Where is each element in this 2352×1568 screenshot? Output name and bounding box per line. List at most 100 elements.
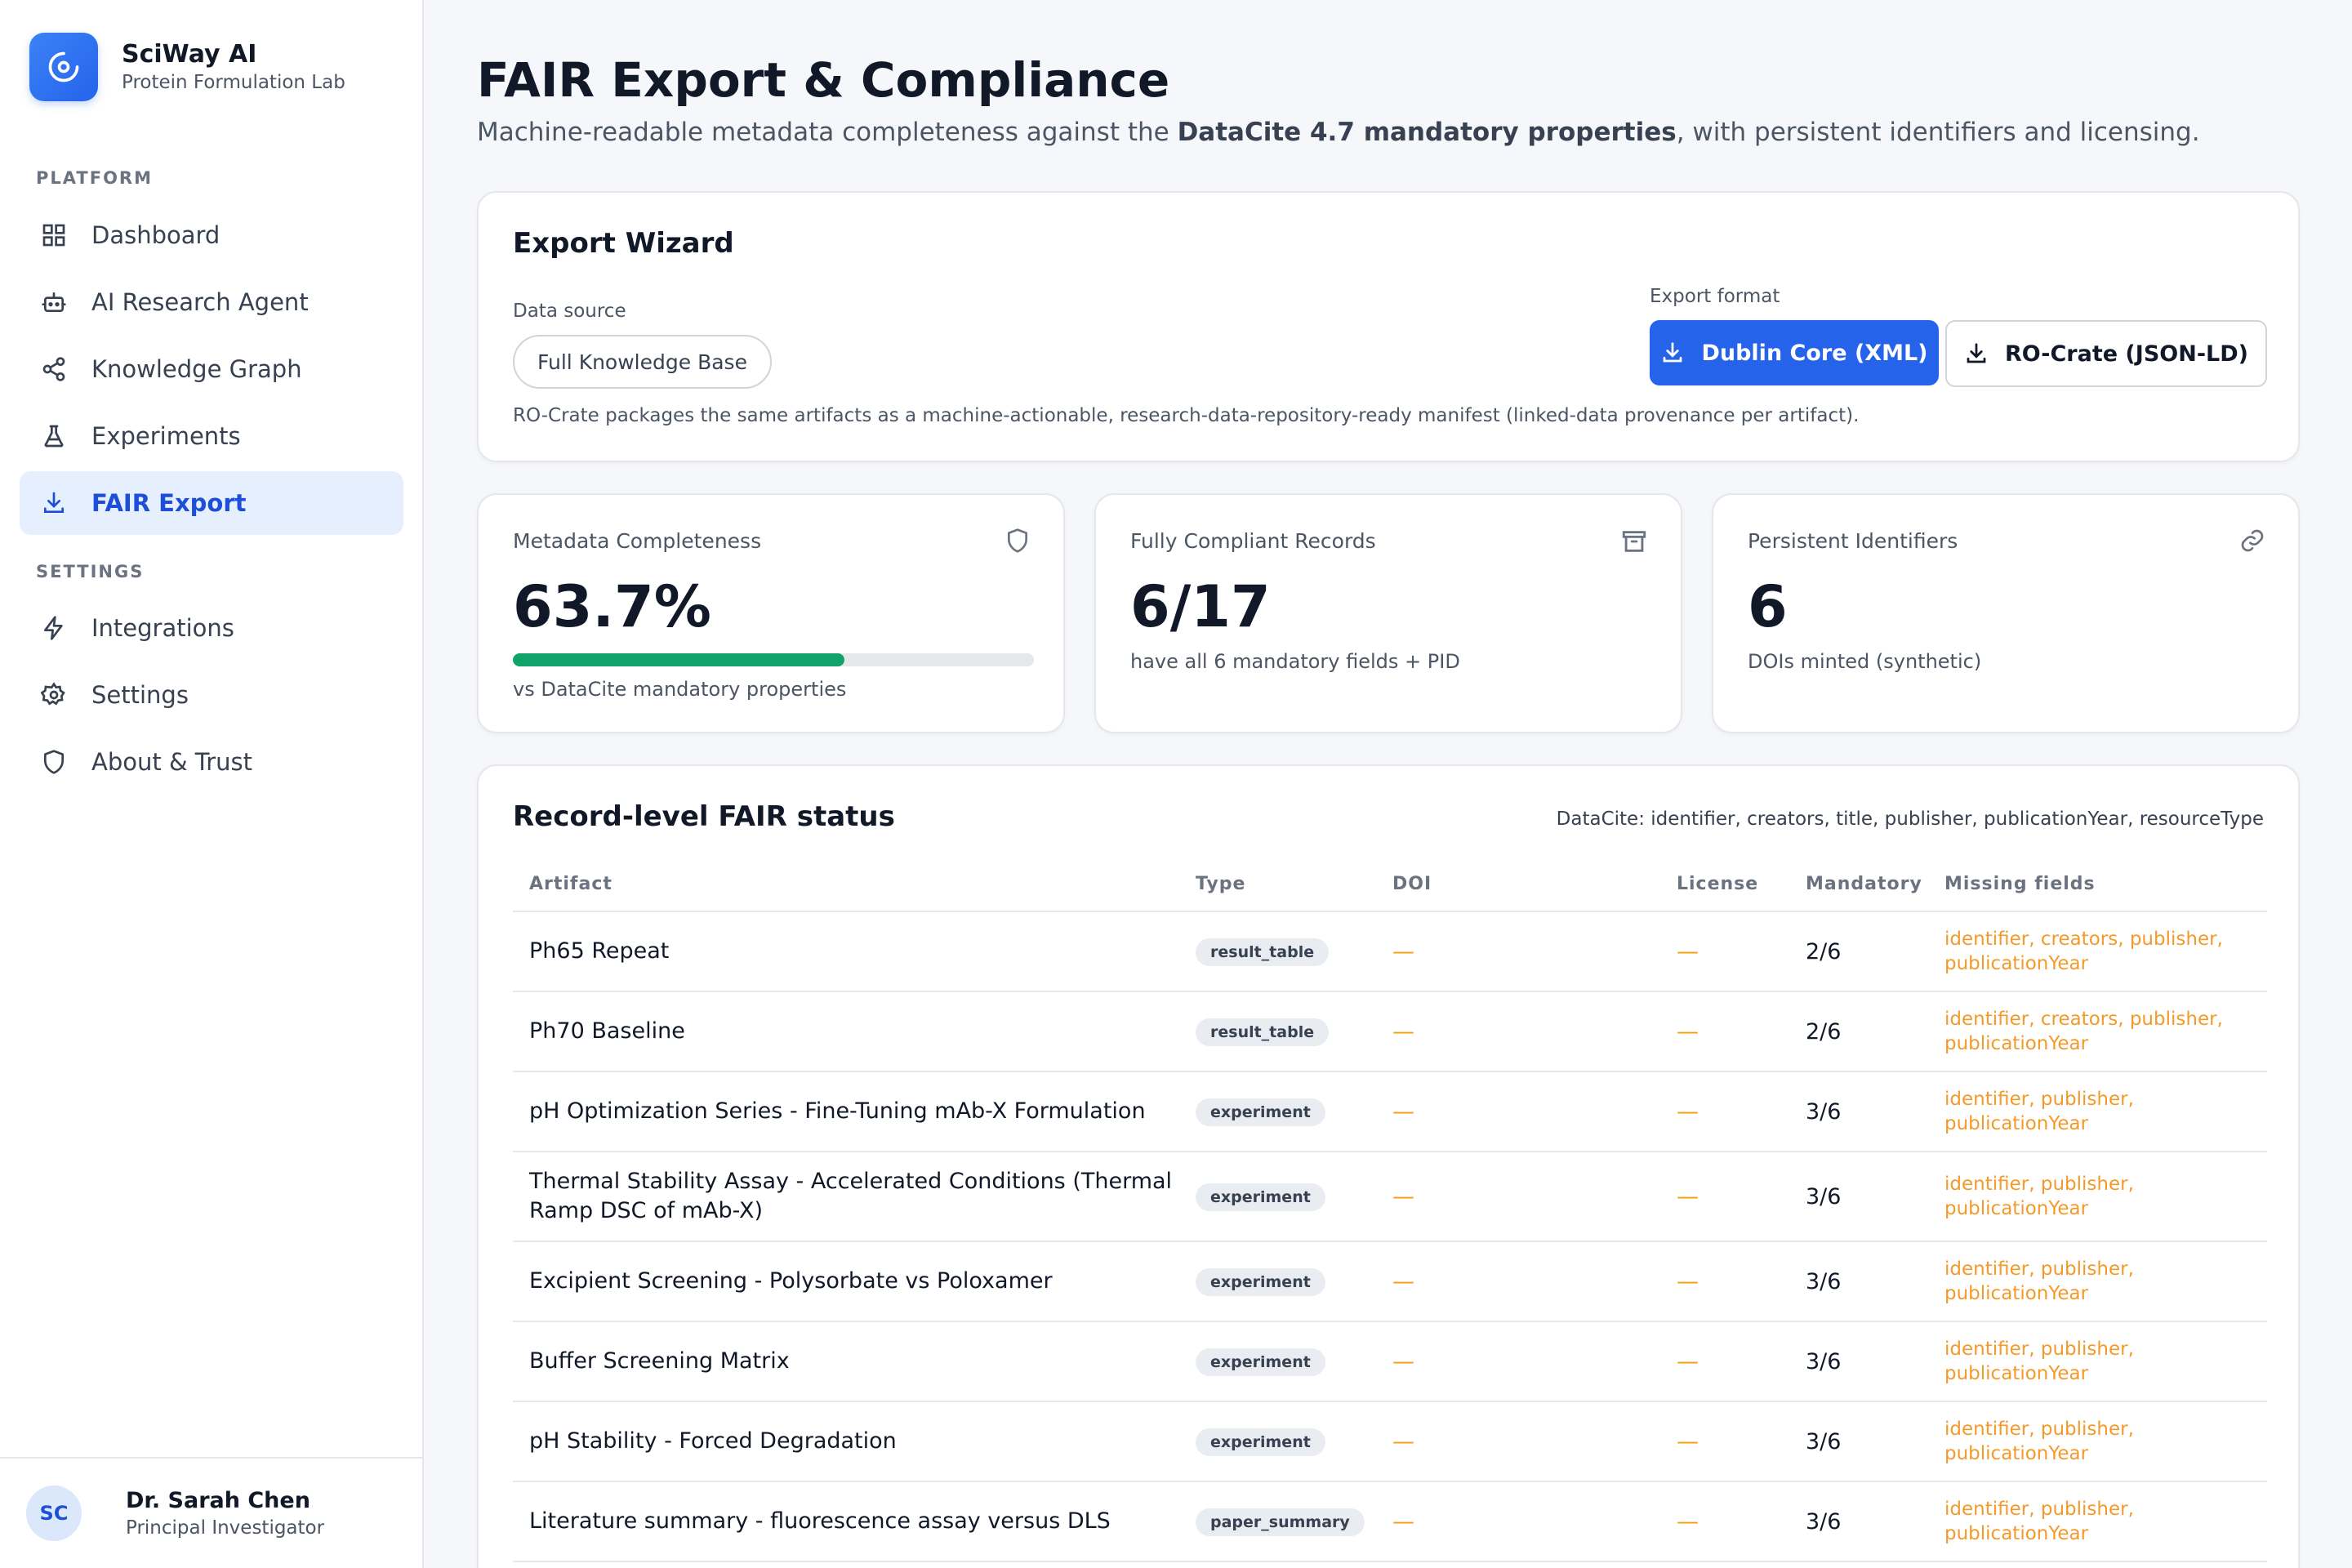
table-row[interactable]: Excipient Screening - Polysorbate vs Pol… bbox=[513, 1241, 2267, 1322]
missing-line: publicationYear bbox=[1944, 1443, 2089, 1464]
artifact-cell: pH Optimization Series - Fine-Tuning mAb… bbox=[513, 1071, 1179, 1152]
missing-fields-cell: identifier, publisher, publicationYear bbox=[1928, 1152, 2267, 1242]
artifact-cell: Excipient Screening - Polysorbate vs Pol… bbox=[513, 1241, 1179, 1322]
sidebar-item-experiments[interactable]: Experiments bbox=[20, 404, 403, 468]
missing-line: publicationYear bbox=[1944, 1363, 2089, 1384]
missing-line: identifier, publisher, bbox=[1944, 1089, 2134, 1110]
sidebar-item-integrations[interactable]: Integrations bbox=[20, 596, 403, 660]
type-badge: result_table bbox=[1196, 1018, 1330, 1046]
missing-line: identifier, publisher, bbox=[1944, 1499, 2134, 1520]
missing-line: publicationYear bbox=[1944, 1033, 2089, 1054]
subtitle-text-end: , with persistent identifiers and licens… bbox=[1676, 118, 2200, 147]
missing-line: identifier, creators, publisher, bbox=[1944, 929, 2223, 950]
button-label: RO-Crate (JSON-LD) bbox=[2005, 341, 2248, 367]
sidebar-item-dashboard[interactable]: Dashboard bbox=[20, 203, 403, 267]
type-cell: result_table bbox=[1179, 911, 1376, 992]
type-badge: result_table bbox=[1196, 938, 1330, 966]
doi-cell: — bbox=[1376, 1071, 1660, 1152]
flask-icon bbox=[39, 421, 69, 451]
doi-cell: — bbox=[1376, 1152, 1660, 1242]
sidebar-item-label: Integrations bbox=[91, 614, 234, 642]
user-profile[interactable]: SC Dr. Sarah Chen Principal Investigator bbox=[0, 1457, 422, 1568]
sidebar-item-about-trust[interactable]: About & Trust bbox=[20, 730, 403, 794]
stat-label: Metadata Completeness bbox=[513, 529, 762, 553]
archive-icon bbox=[1620, 528, 1648, 559]
sidebar: SciWay AI Protein Formulation Lab PLATFO… bbox=[0, 0, 424, 1568]
ro-crate-export-button[interactable]: RO-Crate (JSON-LD) bbox=[1945, 320, 2267, 387]
records-title: Record-level FAIR status bbox=[513, 800, 895, 833]
sidebar-item-fair-export[interactable]: FAIR Export bbox=[20, 471, 403, 535]
dublin-core-export-button[interactable]: Dublin Core (XML) bbox=[1650, 320, 1939, 385]
records-card: Record-level FAIR status DataCite: ident… bbox=[477, 764, 2300, 1568]
missing-fields-cell: identifier, publisher, publicationYear bbox=[1928, 1401, 2267, 1482]
brand-name: SciWay AI bbox=[122, 40, 257, 69]
button-label: Dublin Core (XML) bbox=[1701, 340, 1928, 366]
missing-line: publicationYear bbox=[1944, 1283, 2089, 1304]
artifact-line: Thermal Stability Assay - Accelerated Co… bbox=[529, 1169, 1173, 1194]
table-row[interactable]: pH Stability - Forced Degradation experi… bbox=[513, 1401, 2267, 1482]
column-header-artifact[interactable]: Artifact bbox=[513, 858, 1179, 912]
missing-line: identifier, publisher, bbox=[1944, 1174, 2134, 1195]
table-row[interactable]: Ph70 Baseline result_table — — 2/6 ident… bbox=[513, 991, 2267, 1072]
brand[interactable]: SciWay AI Protein Formulation Lab bbox=[29, 33, 345, 101]
doi-cell: — bbox=[1376, 1241, 1660, 1322]
data-source-label: Data source bbox=[513, 301, 626, 322]
metadata-completeness-card: Metadata Completeness 63.7% vs DataCite … bbox=[477, 493, 1065, 733]
column-header-missing-fields[interactable]: Missing fields bbox=[1928, 858, 2267, 912]
doi-cell: — bbox=[1376, 1401, 1660, 1482]
sidebar-item-label: Settings bbox=[91, 681, 189, 709]
sidebar-item-ai-research-agent[interactable]: AI Research Agent bbox=[20, 270, 403, 334]
table-row[interactable]: pH Optimization Series - Fine-Tuning mAb… bbox=[513, 1071, 2267, 1152]
table-row[interactable]: Literature summary - fluorescence assay … bbox=[513, 1481, 2267, 1562]
mandatory-cell: 3/6 bbox=[1789, 1241, 1928, 1322]
completeness-progress-bar bbox=[513, 653, 1034, 666]
lightning-icon bbox=[39, 613, 69, 643]
export-wizard-card: Export Wizard Data source Full Knowledge… bbox=[477, 191, 2300, 462]
grid-icon bbox=[39, 220, 69, 250]
stat-label: Fully Compliant Records bbox=[1130, 529, 1376, 553]
column-header-type[interactable]: Type bbox=[1179, 858, 1376, 912]
subtitle-emphasis: DataCite 4.7 mandatory properties bbox=[1177, 118, 1677, 147]
mandatory-cell: 3/6 bbox=[1789, 1152, 1928, 1242]
column-header-doi[interactable]: DOI bbox=[1376, 858, 1660, 912]
license-cell: — bbox=[1660, 911, 1789, 992]
license-cell: — bbox=[1660, 1071, 1789, 1152]
type-badge: paper_summary bbox=[1196, 1508, 1365, 1536]
download-icon bbox=[39, 488, 69, 518]
type-badge: experiment bbox=[1196, 1428, 1325, 1456]
license-cell: — bbox=[1660, 1401, 1789, 1482]
type-cell: experiment bbox=[1179, 1241, 1376, 1322]
page-subtitle: Machine-readable metadata completeness a… bbox=[477, 118, 2200, 147]
table-row[interactable]: Buffer Screening Matrix experiment — — 3… bbox=[513, 1321, 2267, 1402]
missing-fields-cell: identifier, creators, publisher, publicat… bbox=[1928, 911, 2267, 992]
data-source-select[interactable]: Full Knowledge Base bbox=[513, 335, 772, 389]
table-header-row: Artifact Type DOI License Mandatory Miss… bbox=[513, 858, 2267, 912]
brand-logo-icon bbox=[29, 33, 98, 101]
table-row[interactable]: Ph65 Repeat result_table — — 2/6 identif… bbox=[513, 911, 2267, 992]
records-note: DataCite: identifier, creators, title, p… bbox=[1556, 808, 2264, 830]
type-badge: experiment bbox=[1196, 1098, 1325, 1126]
mandatory-cell: 2/6 bbox=[1789, 911, 1928, 992]
sidebar-item-label: About & Trust bbox=[91, 748, 253, 776]
license-cell: — bbox=[1660, 1152, 1789, 1242]
sidebar-item-label: Dashboard bbox=[91, 221, 220, 249]
shield-icon bbox=[39, 747, 69, 777]
wizard-note: RO-Crate packages the same artifacts as … bbox=[513, 405, 1860, 426]
user-role: Principal Investigator bbox=[126, 1517, 325, 1539]
type-badge: experiment bbox=[1196, 1348, 1325, 1376]
type-cell: paper_summary bbox=[1179, 1481, 1376, 1562]
records-table: Artifact Type DOI License Mandatory Miss… bbox=[513, 858, 2267, 1562]
missing-fields-cell: identifier, creators, publisher, publicat… bbox=[1928, 991, 2267, 1072]
sidebar-item-settings[interactable]: Settings bbox=[20, 663, 403, 727]
table-row[interactable]: Thermal Stability Assay - Accelerated Co… bbox=[513, 1152, 2267, 1242]
artifact-line: Ramp DSC of mAb-X) bbox=[529, 1198, 764, 1223]
sidebar-item-knowledge-graph[interactable]: Knowledge Graph bbox=[20, 337, 403, 401]
missing-fields-cell: identifier, publisher, publicationYear bbox=[1928, 1071, 2267, 1152]
subtitle-text: Machine-readable metadata completeness a… bbox=[477, 118, 1178, 147]
artifact-cell: Literature summary - fluorescence assay … bbox=[513, 1481, 1179, 1562]
column-header-license[interactable]: License bbox=[1660, 858, 1789, 912]
type-badge: experiment bbox=[1196, 1183, 1325, 1211]
stat-sub: DOIs minted (synthetic) bbox=[1748, 650, 1982, 673]
type-cell: result_table bbox=[1179, 991, 1376, 1072]
column-header-mandatory[interactable]: Mandatory bbox=[1789, 858, 1928, 912]
